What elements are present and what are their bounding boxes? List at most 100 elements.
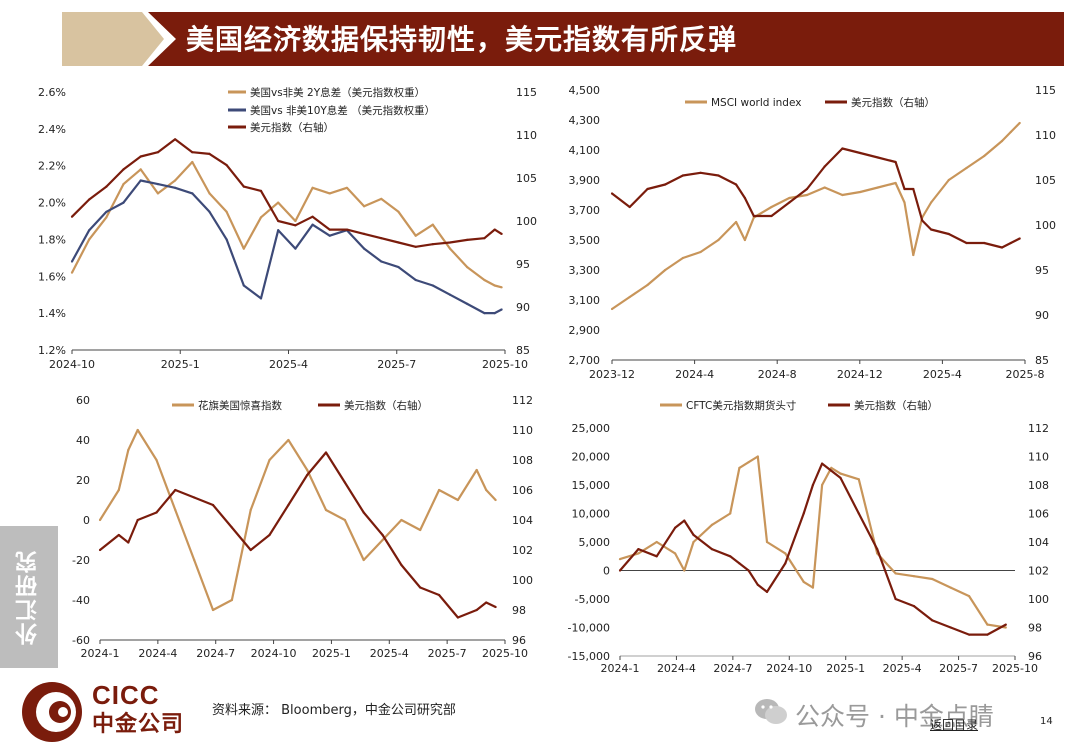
data-point <box>174 179 177 182</box>
data-point <box>363 247 366 250</box>
x-tick-label: 2025-8 <box>1006 368 1045 381</box>
y-right-tick-label: 105 <box>516 172 537 185</box>
data-point <box>699 250 702 254</box>
data-point <box>876 548 879 551</box>
data-point <box>174 488 177 492</box>
data-point <box>208 192 211 195</box>
data-point <box>756 583 759 586</box>
data-point <box>98 518 102 522</box>
data-point <box>681 256 685 260</box>
data-point <box>664 268 667 272</box>
y-left-tick-label: 3,100 <box>569 294 601 307</box>
data-point <box>438 488 441 492</box>
data-point <box>343 518 346 522</box>
data-point <box>287 503 290 507</box>
data-point <box>983 241 986 245</box>
data-point <box>70 260 74 263</box>
data-point <box>949 626 952 629</box>
data-point <box>397 210 400 213</box>
data-point <box>174 186 177 189</box>
data-point <box>805 187 809 191</box>
y-right-tick-label: 85 <box>516 344 530 357</box>
data-point <box>328 228 331 231</box>
data-point <box>88 238 91 241</box>
data-point <box>770 205 773 209</box>
y-left-tick-label: -40 <box>72 594 90 607</box>
data-point <box>381 538 384 542</box>
x-tick-label: 2025-7 <box>428 647 467 660</box>
data-point <box>710 523 714 527</box>
data-point <box>225 210 228 213</box>
y-right-tick-label: 110 <box>512 424 533 437</box>
return-to-contents-link[interactable]: 返回目录 <box>930 718 979 732</box>
side-tab-label: 外汇研究 <box>16 549 41 645</box>
y-left-tick-label: 25,000 <box>572 422 611 435</box>
data-point <box>287 438 290 442</box>
legend-label: 美国vs非美 2Y息差（美元指数权重） <box>250 86 425 99</box>
y-right-tick-label: 100 <box>1035 219 1056 232</box>
y-right-tick-label: 110 <box>516 129 537 142</box>
y-right-tick-label: 102 <box>512 544 533 557</box>
data-point <box>328 192 331 195</box>
y-right-tick-label: 112 <box>1028 422 1049 435</box>
series-line-1 <box>619 455 1006 629</box>
data-point <box>306 468 309 472</box>
y-right-tick-label: 100 <box>1028 593 1049 606</box>
y-left-tick-label: 15,000 <box>572 479 611 492</box>
x-tick-label: 2024-1 <box>81 647 120 660</box>
data-point <box>738 562 741 565</box>
data-point <box>628 295 631 299</box>
data-point <box>743 238 747 242</box>
data-point <box>912 605 916 608</box>
data-point <box>821 483 824 487</box>
data-point <box>912 253 915 257</box>
y-right-tick-label: 110 <box>1028 451 1049 464</box>
x-tick-label: 2023-12 <box>589 368 635 381</box>
data-point <box>345 186 348 189</box>
data-point <box>485 488 488 492</box>
data-point <box>259 189 263 192</box>
data-point <box>717 238 720 242</box>
y-left-tick-label: 20,000 <box>572 451 611 464</box>
data-point <box>876 186 880 189</box>
data-point <box>122 201 125 204</box>
data-point <box>475 608 478 612</box>
y-left-tick-label: 40 <box>76 434 90 447</box>
data-point <box>174 508 177 512</box>
data-point <box>88 229 91 232</box>
data-point <box>277 229 280 232</box>
data-point <box>311 186 314 189</box>
data-point <box>747 461 750 464</box>
data-point <box>683 569 686 572</box>
data-point <box>431 284 434 287</box>
data-point <box>230 598 233 602</box>
data-point <box>1004 623 1007 626</box>
data-point <box>139 168 142 171</box>
data-point <box>500 308 503 311</box>
data-point <box>98 548 102 552</box>
data-point <box>448 241 452 244</box>
data-point <box>456 616 459 619</box>
x-tick-label: 2025-4 <box>923 368 962 381</box>
y-right-tick-label: 108 <box>512 454 533 467</box>
y-left-tick-label: 4,100 <box>569 144 601 157</box>
data-point <box>156 151 159 154</box>
data-point <box>155 458 158 462</box>
data-point <box>225 238 228 241</box>
data-point <box>466 266 469 269</box>
data-point <box>1000 139 1004 143</box>
data-point <box>345 228 348 231</box>
data-point <box>456 498 459 502</box>
y-left-tick-label: -20 <box>72 554 90 567</box>
data-point <box>903 201 906 204</box>
y-right-tick-label: 106 <box>1028 508 1049 521</box>
x-tick-label: 2025-4 <box>269 358 308 371</box>
data-point <box>788 196 791 200</box>
data-point <box>743 196 747 200</box>
data-point <box>830 469 833 472</box>
data-point <box>483 237 486 240</box>
y-left-tick-label: 3,300 <box>569 264 601 277</box>
chart-3: -60 -40 -20 0 20 40 60 96 98 100 102 104 106 108 110 11… <box>72 394 533 660</box>
data-point <box>823 165 826 168</box>
x-tick-label: 2024-4 <box>657 662 696 675</box>
